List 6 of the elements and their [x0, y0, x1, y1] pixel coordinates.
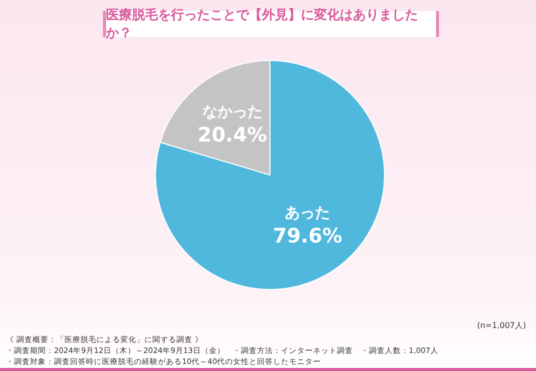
chart-title: 医療脱毛を行ったことで【外見】に変化はありましたか？ — [105, 8, 419, 41]
text: (n=1,007人) — [477, 320, 526, 331]
data-label: 20.4% — [198, 122, 268, 147]
slice-label: なかった — [202, 102, 262, 120]
data-label: 79.6% — [272, 224, 342, 248]
slice-label: あった — [285, 203, 330, 222]
